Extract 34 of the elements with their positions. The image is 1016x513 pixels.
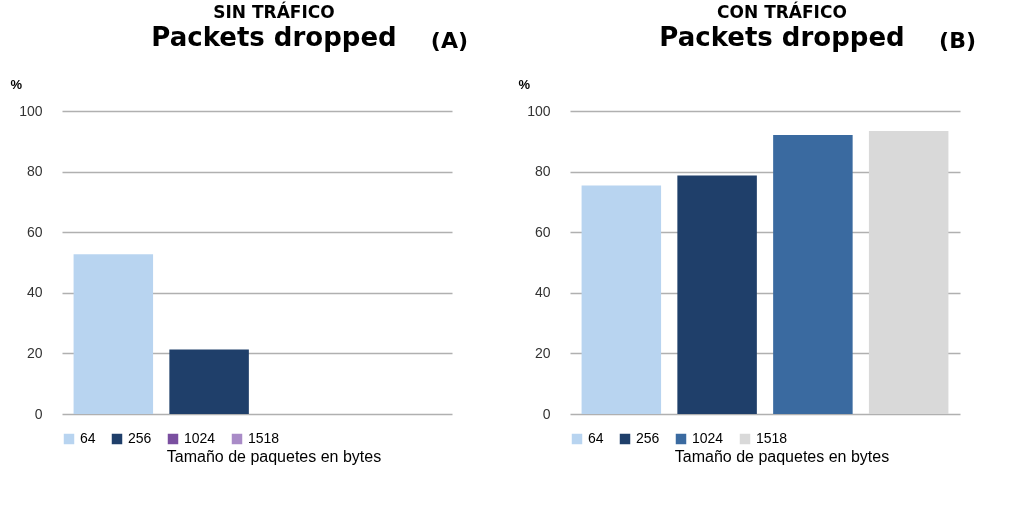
bar	[581, 185, 662, 414]
y-tick-label: 0	[34, 405, 43, 422]
legend-label: 1024	[184, 430, 216, 446]
bar	[868, 131, 949, 414]
y-tick-label: 60	[26, 223, 43, 240]
text: (A)	[430, 28, 468, 53]
legend-label: 1518	[248, 430, 280, 446]
x-axis-title: Tamaño de paquetes en bytes	[165, 448, 383, 466]
y-axis-title: %	[518, 76, 531, 92]
y-tick-label: 100	[527, 102, 551, 119]
legend-label: 1518	[756, 430, 788, 446]
y-tick-label: 40	[26, 284, 43, 301]
chart-subtitle: Packets dropped	[151, 22, 397, 52]
legend-label: 256	[128, 430, 152, 446]
legend-label: 64	[80, 430, 96, 446]
bar	[773, 134, 853, 414]
y-tick-label: 40	[534, 284, 551, 301]
y-tick-label: 80	[534, 163, 551, 180]
y-tick-label: 20	[26, 344, 43, 361]
chart-title: SIN TRÁFICO	[212, 2, 336, 22]
y-tick-label: 0	[542, 405, 551, 422]
y-tick-label: 60	[534, 223, 551, 240]
legend-label: 1024	[692, 430, 724, 446]
y-tick-label: 80	[26, 163, 43, 180]
bar	[677, 175, 757, 414]
chart-title: CON TRÁFICO	[716, 2, 848, 22]
legend-label: 64	[588, 430, 604, 446]
y-axis-title: %	[10, 76, 23, 92]
legend-label: 256	[636, 430, 660, 446]
text: (B)	[939, 28, 976, 53]
x-axis-title: Tamaño de paquetes en bytes	[673, 448, 891, 466]
y-tick-label: 20	[534, 344, 551, 361]
y-tick-label: 100	[19, 102, 43, 119]
chart-subtitle: Packets dropped	[659, 22, 905, 52]
